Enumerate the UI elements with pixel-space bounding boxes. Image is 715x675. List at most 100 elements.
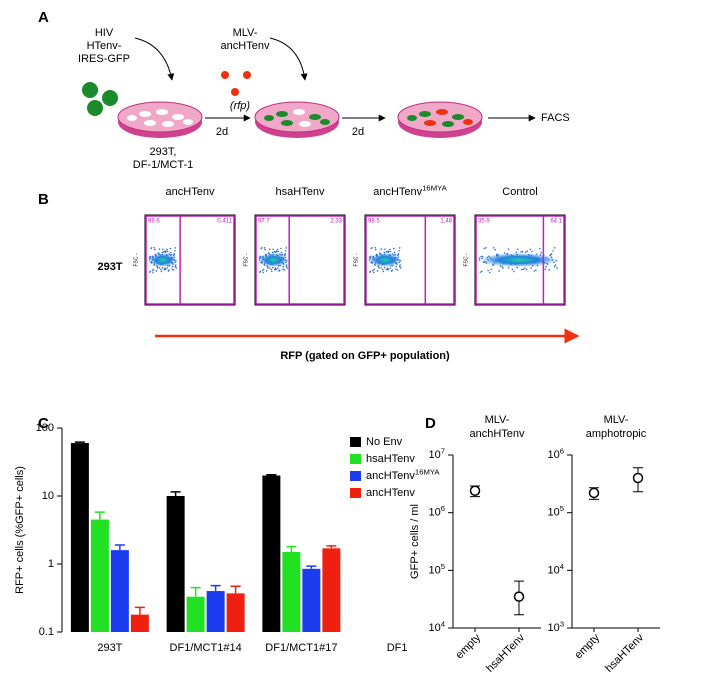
- cell-dot: [548, 269, 550, 271]
- error-bar: [114, 544, 125, 551]
- cell-dot: [530, 267, 532, 269]
- label: DF-1/MCT-1: [133, 159, 194, 171]
- cell-dot: [550, 252, 553, 255]
- y-tick-label: 10: [42, 490, 54, 502]
- arrow: [134, 37, 175, 81]
- legend-label: ancHTenv: [366, 487, 415, 499]
- cell-dot: [378, 267, 380, 269]
- cell-dot: [158, 266, 161, 269]
- cell-dot: [483, 247, 485, 250]
- cell-dot: [149, 270, 152, 273]
- cell-dot: [158, 248, 161, 250]
- axis-label: FSC -: [463, 253, 469, 266]
- label: FACS: [541, 112, 570, 124]
- cell-dot: [398, 250, 400, 252]
- plot-title: ancHTenv16MYA: [373, 184, 447, 198]
- cell-dot: [393, 251, 396, 254]
- cell-dot: [386, 268, 388, 271]
- x-tick-label: DF1/MCT1#17: [265, 642, 337, 654]
- cell-dot: [174, 250, 176, 252]
- cell-dot: [381, 268, 384, 271]
- y-tick-label: 105: [428, 562, 445, 576]
- facs-panel: 293T RFP (gated on GFP+ population): [97, 261, 580, 362]
- cell-dot: [503, 252, 506, 254]
- cell-dot: [398, 265, 401, 268]
- cell-dot: [277, 250, 279, 253]
- label: 2d: [352, 126, 364, 138]
- y-tick-label: 105: [547, 504, 564, 518]
- cell-dot: [275, 250, 278, 252]
- cell-dot: [398, 247, 401, 249]
- virus: [87, 100, 103, 116]
- gate: [365, 215, 455, 305]
- cell-dot: [154, 248, 156, 251]
- cell-dot: [538, 247, 541, 250]
- cell-dot: [389, 267, 392, 269]
- cell-dot: [395, 265, 398, 268]
- cell-dot: [478, 257, 481, 259]
- dish: [117, 101, 203, 138]
- cell-dot: [526, 250, 529, 252]
- cell-dot: [270, 268, 273, 271]
- schematic: HIV HTenv- IRES-GFP 293T, DF-1/MCT-1 2d …: [78, 27, 570, 171]
- error-bar: [170, 491, 181, 496]
- cell-dot: [282, 265, 285, 268]
- arrow: [269, 37, 308, 81]
- legend-label: ancHTenv16MYA: [366, 468, 440, 482]
- bar: [302, 568, 321, 632]
- row-label: 293T: [97, 261, 122, 273]
- bar: [90, 519, 109, 632]
- cell-dot: [507, 248, 510, 250]
- cell-dot: [524, 267, 526, 269]
- legend-swatch: [350, 488, 361, 498]
- bar: [206, 591, 225, 632]
- error-bar: [286, 545, 297, 553]
- chart-title: MLV-: [485, 414, 510, 426]
- cell-dot: [262, 271, 264, 274]
- cell-dot: [490, 268, 493, 271]
- cell-dot: [175, 267, 178, 269]
- panel-label: C: [38, 415, 49, 432]
- bar: [226, 593, 245, 632]
- dish: [254, 101, 340, 138]
- error-bar: [134, 606, 145, 615]
- panel-label: B: [38, 191, 49, 208]
- legend-swatch: [350, 454, 361, 464]
- cell-dot: [479, 271, 482, 273]
- bar: [186, 596, 205, 632]
- gate-value: 35.9: [478, 219, 490, 225]
- y-tick-label: 106: [547, 447, 564, 461]
- error-bar: [94, 511, 105, 520]
- cell-dot: [375, 248, 377, 251]
- cell-dot: [520, 251, 522, 253]
- chart-title: anchHTenv: [469, 428, 525, 440]
- bar: [166, 496, 185, 632]
- legend-label: hsaHTenv: [366, 453, 415, 465]
- cell-dot: [382, 270, 385, 273]
- cell-dot: [272, 248, 274, 251]
- cell-dot: [372, 269, 374, 272]
- cell-dot: [387, 268, 390, 271]
- cell-dot: [174, 264, 177, 266]
- cell-dot: [516, 266, 518, 269]
- cell-dot: [156, 267, 159, 269]
- gate-value: 98.5: [368, 219, 380, 225]
- cell-dot: [380, 248, 382, 250]
- cell-dot: [553, 265, 556, 268]
- cell-dot: [481, 255, 484, 258]
- cell-dot: [269, 248, 271, 250]
- cell-dot: [383, 266, 386, 269]
- cell-dot: [174, 265, 177, 268]
- legend-label: No Env: [366, 436, 403, 448]
- label: MLV-: [233, 27, 258, 39]
- cell-cloud: [479, 253, 558, 267]
- cell-dot: [374, 246, 376, 249]
- cell-dot: [540, 251, 543, 254]
- y-tick-label: 103: [547, 620, 564, 634]
- cell-dot: [284, 250, 287, 252]
- cell-dot: [544, 268, 547, 270]
- cell-dot: [552, 250, 554, 252]
- label: IRES-GFP: [78, 53, 130, 65]
- cell-dot: [399, 267, 402, 269]
